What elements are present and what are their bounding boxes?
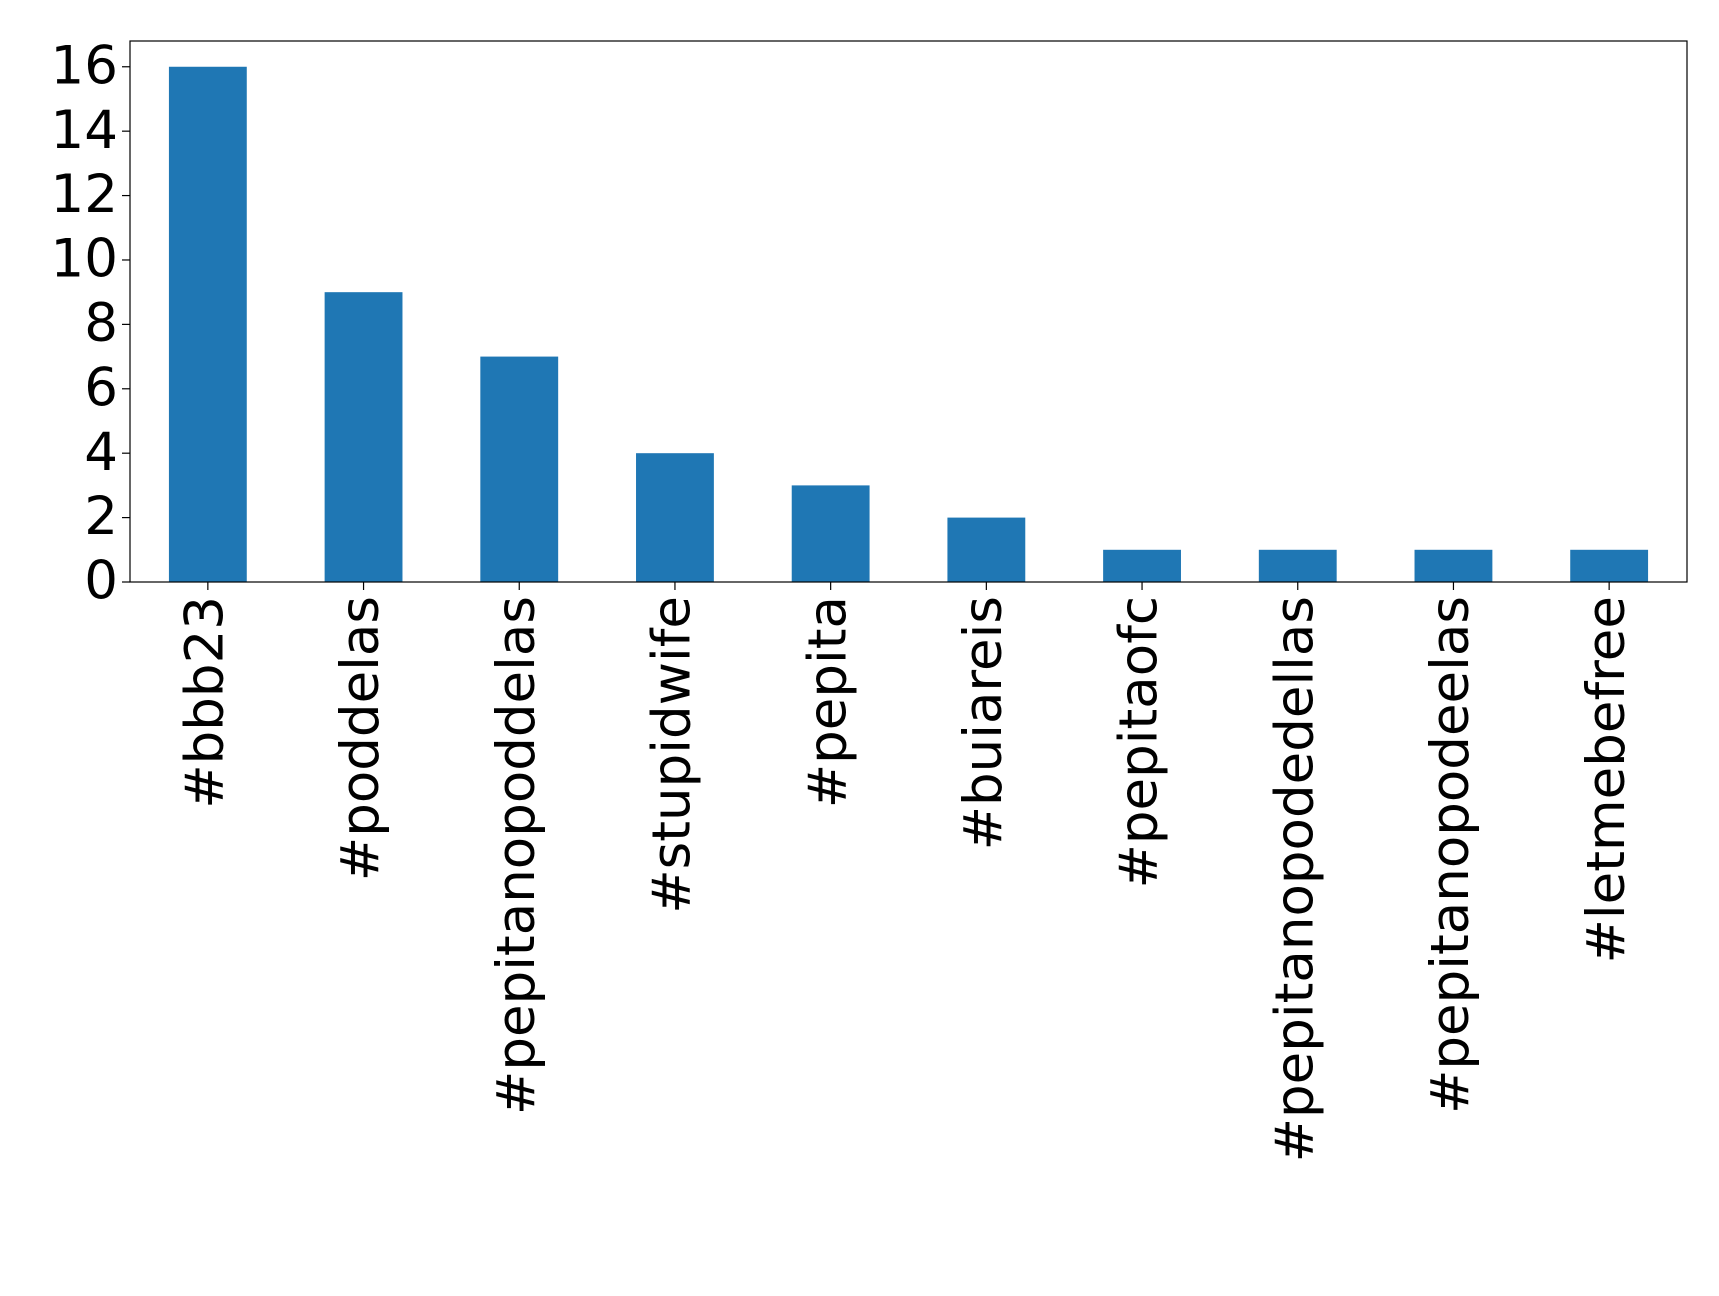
y-tick-label: 2 — [84, 486, 118, 547]
y-tick-label: 8 — [84, 293, 118, 354]
y-tick-label: 10 — [51, 229, 118, 290]
y-tick-label: 6 — [84, 357, 118, 418]
y-tick-label: 14 — [51, 100, 118, 161]
x-tick-label: #pepitanopoddelas — [486, 596, 547, 1115]
y-tick-label: 4 — [84, 422, 118, 483]
bar — [1570, 549, 1649, 582]
bar — [324, 292, 403, 582]
bar — [1414, 549, 1493, 582]
bar — [168, 66, 247, 582]
y-tick-label: 0 — [84, 551, 118, 612]
x-tick-label: #buiareis — [953, 596, 1014, 850]
x-tick-label: #bbb23 — [174, 596, 235, 809]
x-tick-label: #poddelas — [330, 596, 391, 881]
y-tick-label: 16 — [51, 35, 118, 96]
bar — [791, 485, 870, 582]
x-tick-label: #pepita — [797, 596, 858, 808]
bar — [480, 356, 559, 582]
x-tick-label: #stupidwife — [642, 596, 703, 914]
bar — [636, 453, 714, 582]
bar — [1258, 549, 1337, 582]
x-tick-label: #pepitanopodedellas — [1264, 596, 1325, 1162]
bar — [947, 517, 1026, 582]
bar — [1103, 549, 1181, 582]
axes-frame — [129, 40, 1688, 583]
y-tick-label: 12 — [51, 164, 118, 225]
x-tick-label: #letmebefree — [1576, 596, 1637, 964]
x-tick-label: #pepitanopodeelas — [1420, 596, 1481, 1114]
x-tick-label: #pepitaofc — [1109, 596, 1170, 889]
